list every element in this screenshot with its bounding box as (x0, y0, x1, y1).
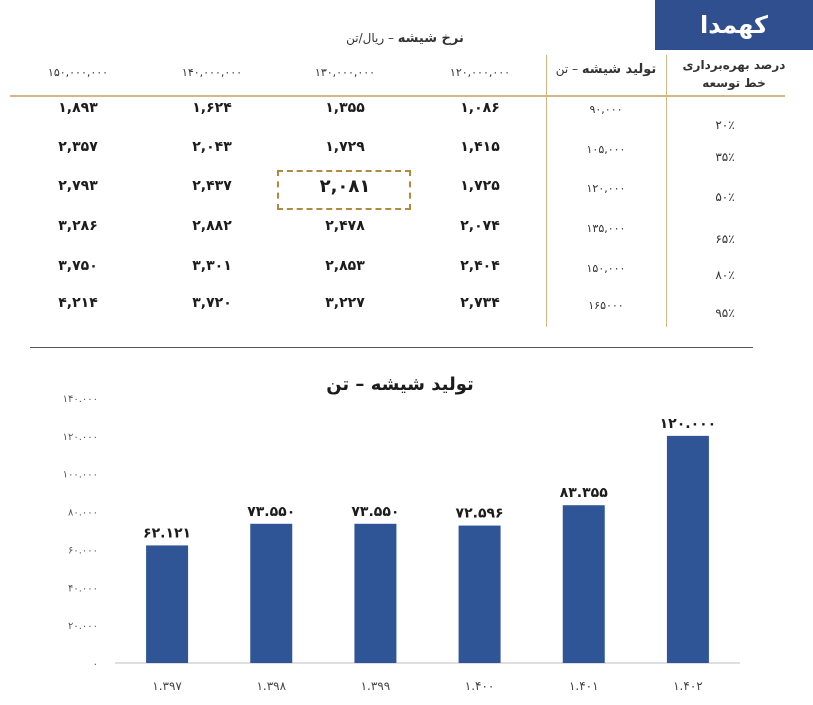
table-cell: ۳,۷۲۰ (192, 295, 232, 311)
section-divider (30, 347, 753, 348)
bar-value-label: ۷۳.۵۵۰ (351, 504, 399, 520)
utilization-cell: ۵۰٪ (715, 190, 735, 204)
table-cell: ۲,۰۷۴ (460, 218, 500, 234)
table-cell: ۳,۷۵۰ (58, 258, 98, 274)
bar-value-label: ۷۳.۵۵۰ (247, 504, 295, 520)
table-cell: ۲,۸۸۲ (192, 218, 232, 234)
y-tick-label: ۱۲۰.۰۰۰ (63, 432, 98, 443)
bar-value-label: ۷۲.۵۹۶ (456, 506, 504, 522)
production-cell: ۱۳۵,۰۰۰ (586, 222, 626, 235)
table-cell: ۳,۲۸۶ (58, 218, 98, 234)
table-cell: ۱,۰۸۶ (460, 100, 500, 116)
highlighted-cell-box (277, 170, 411, 210)
bar (146, 545, 189, 663)
utilization-cell: ۸۰٪ (715, 268, 735, 282)
highlighted-cell: ۲,۰۸۱ (319, 176, 371, 197)
table-title-main: نرخ شیشه (397, 31, 464, 46)
table-cell: ۲,۴۷۸ (325, 218, 365, 234)
table-cell: ۲,۳۵۷ (58, 139, 98, 155)
table-cell: ۲,۰۴۳ (192, 139, 232, 155)
x-tick-label: ۱.۴۰۲ (673, 679, 703, 693)
bar (666, 435, 709, 663)
utilization-cell: ۳۵٪ (715, 150, 735, 164)
utilization-cell: ۶۵٪ (715, 232, 735, 246)
y-tick-label: ۶۰.۰۰۰ (68, 545, 98, 556)
y-tick-label: ۸۰.۰۰۰ (68, 508, 98, 519)
table-header-divider (10, 95, 785, 97)
table-cell: ۳,۲۲۷ (325, 295, 365, 311)
bar-value-label: ۱۲۰.۰۰۰ (660, 416, 717, 432)
brand-name: کهمدا (700, 11, 768, 39)
bar (250, 523, 293, 663)
production-header-main: تولید شیشه (581, 62, 657, 77)
production-header: تولید شیشه – تن (546, 62, 666, 77)
bar-value-label: ۸۳.۳۵۵ (560, 485, 608, 501)
y-tick-label: ۱۴۰.۰۰۰ (63, 394, 98, 405)
x-tick-label: ۱.۳۹۹ (361, 679, 391, 693)
rate-header-130: ۱۳۰,۰۰۰,۰۰۰ (314, 66, 376, 79)
bar-value-label: ۶۲.۱۲۱ (143, 525, 191, 541)
utilization-header-line2: خط توسعه (702, 76, 766, 90)
utilization-cell: ۹۵٪ (715, 306, 735, 320)
table-cell: ۱,۷۲۹ (325, 139, 365, 155)
production-cell: ۱۲۰,۰۰۰ (586, 182, 626, 195)
utilization-cell: ۲۰٪ (715, 118, 735, 132)
table-cell: ۲,۸۵۳ (325, 258, 365, 274)
brand-badge: کهمدا (655, 0, 813, 50)
table-cell: ۲,۴۰۴ (460, 258, 500, 274)
x-tick-label: ۱.۳۹۷ (152, 679, 182, 693)
production-header-unit: – تن (555, 62, 578, 76)
rate-header-150: ۱۵۰,۰۰۰,۰۰۰ (47, 66, 109, 79)
x-tick-label: ۱.۴۰۰ (465, 679, 495, 693)
production-cell: ۱۰۵,۰۰۰ (586, 143, 626, 156)
x-tick-label: ۱.۳۹۸ (256, 679, 286, 693)
table-cell: ۳,۳۰۱ (192, 258, 232, 274)
y-tick-label: ۱۰۰.۰۰۰ (63, 470, 98, 481)
bar (562, 505, 605, 663)
table-cell: ۱,۷۲۵ (460, 178, 500, 194)
table-cell: ۲,۷۳۴ (460, 295, 500, 311)
table-cell: ۱,۶۲۴ (192, 100, 232, 116)
rate-header-120: ۱۲۰,۰۰۰,۰۰۰ (449, 66, 511, 79)
table-cell: ۲,۷۹۳ (58, 178, 98, 194)
y-tick-label: ۲۰.۰۰۰ (68, 621, 98, 632)
utilization-header-line1: درصد بهره‌برداری (682, 58, 786, 72)
utilization-header: درصد بهره‌برداری خط توسعه (670, 56, 798, 92)
table-cell: ۱,۸۹۳ (58, 100, 98, 116)
chart-title: تولید شیشه – تن (326, 374, 474, 395)
x-tick-label: ۱.۴۰۱ (569, 679, 599, 693)
production-cell: ۱۵۰,۰۰۰ (586, 262, 626, 275)
table-divider-right (666, 55, 667, 327)
table-divider-left (546, 55, 547, 327)
y-tick-label: ۴۰.۰۰۰ (68, 583, 98, 594)
y-tick-label: ۰ (93, 659, 98, 670)
table-title-unit: – ریال/تن (346, 31, 394, 45)
table-cell: ۱,۴۱۵ (460, 139, 500, 155)
table-cell: ۲,۴۳۷ (192, 178, 232, 194)
rate-header-140: ۱۴۰,۰۰۰,۰۰۰ (181, 66, 243, 79)
bar (354, 523, 397, 663)
bar (458, 525, 501, 663)
table-cell: ۱,۳۵۵ (325, 100, 365, 116)
production-cell: ۱۶۵۰۰۰ (588, 299, 624, 312)
table-cell: ۴,۲۱۴ (58, 295, 98, 311)
production-cell: ۹۰,۰۰۰ (589, 103, 623, 116)
table-title: نرخ شیشه – ریال/تن (280, 31, 530, 46)
